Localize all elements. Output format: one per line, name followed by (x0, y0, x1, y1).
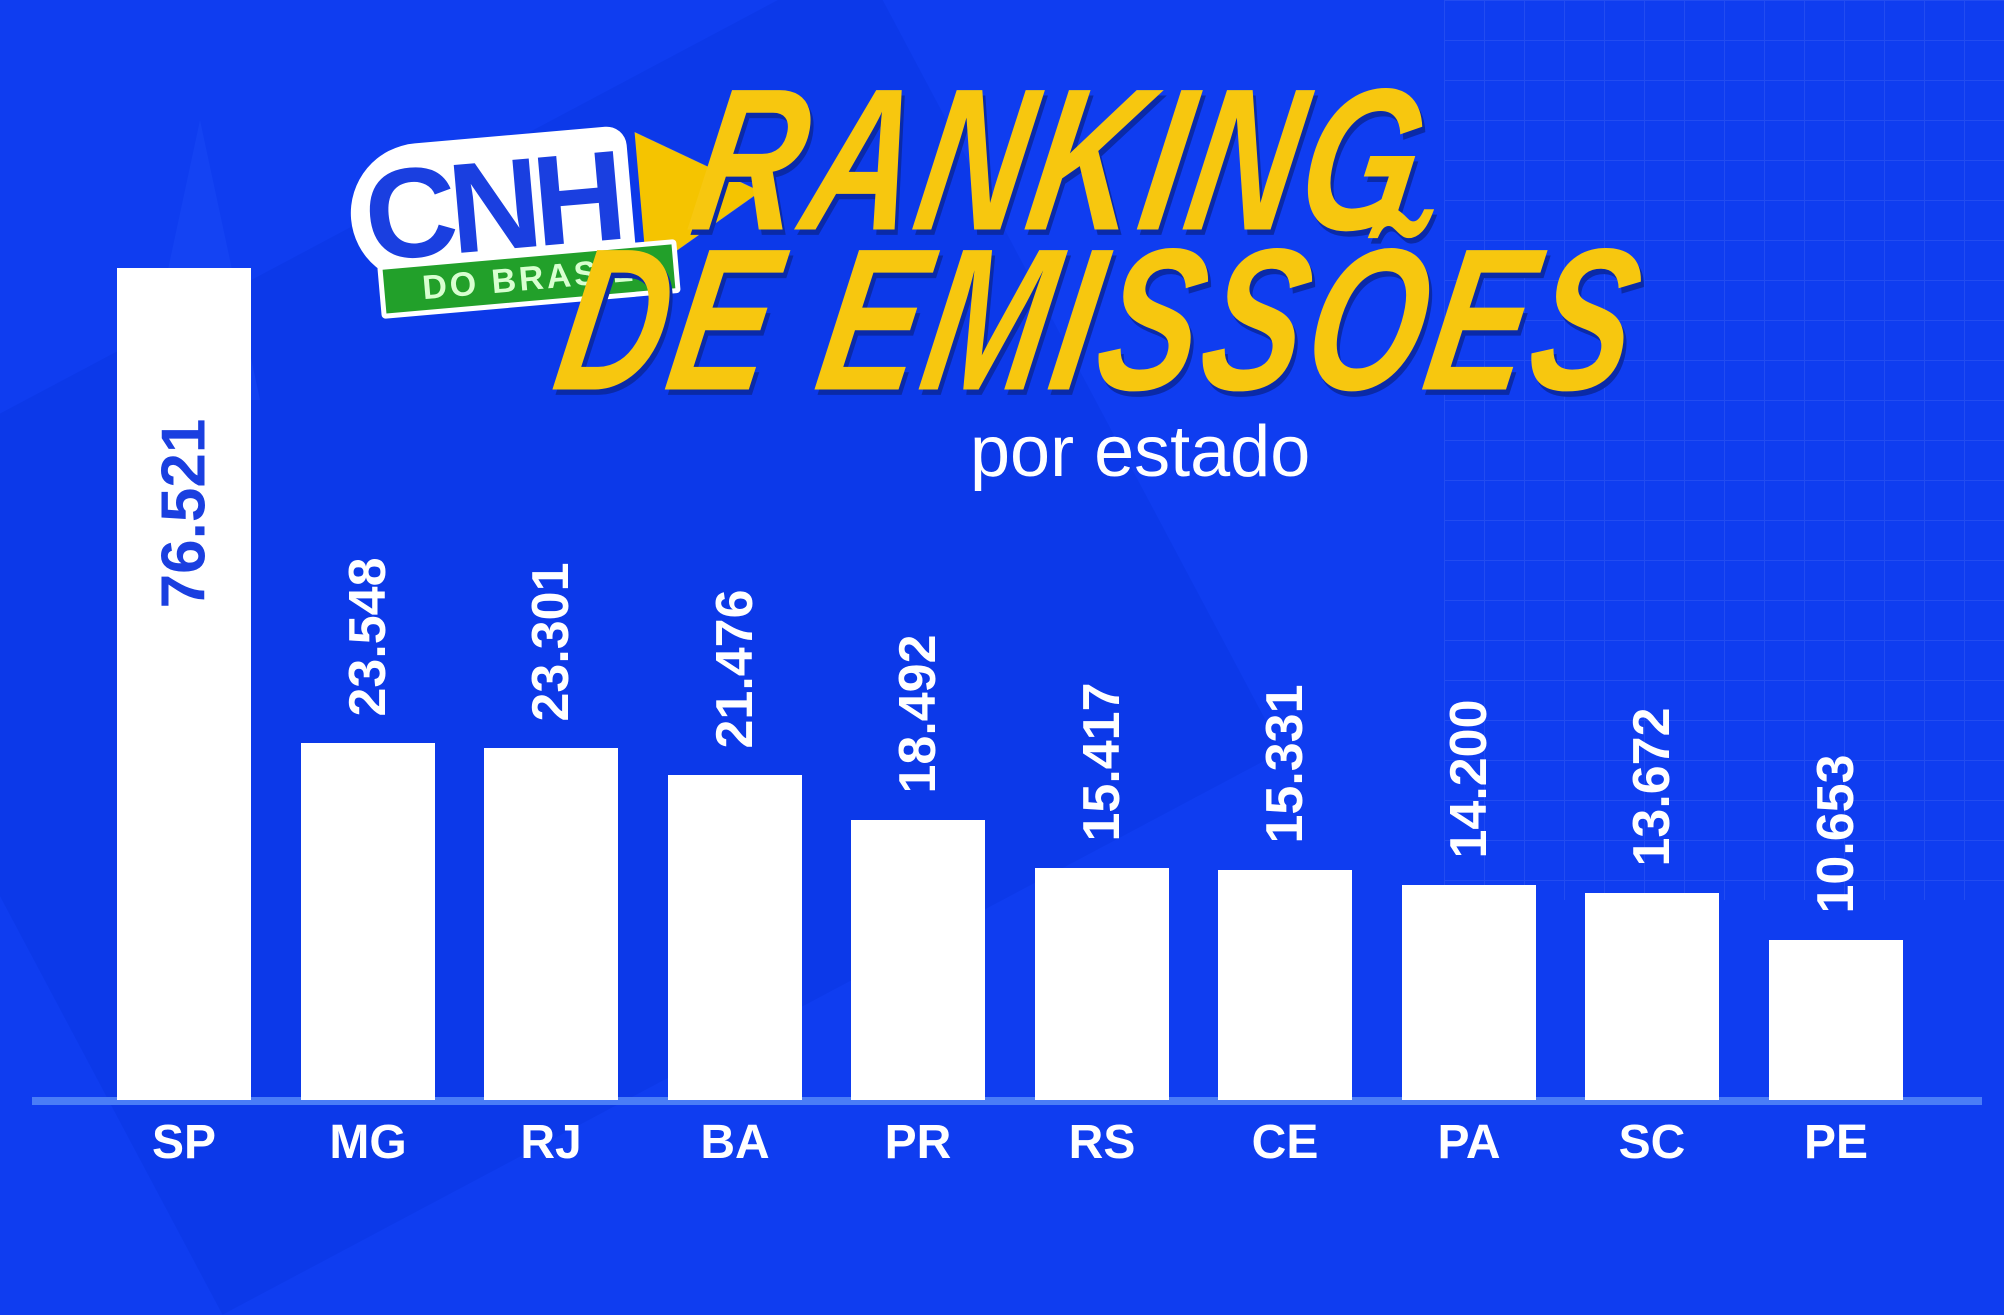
bar-ba: 21.476 (668, 589, 802, 1100)
bar-pa: 14.200 (1402, 699, 1536, 1100)
background-grid (1444, 0, 2004, 900)
bar-value-label: 21.476 (706, 589, 764, 749)
bar-pe: 10.653 (1769, 754, 1903, 1100)
bar-rect (1035, 868, 1169, 1100)
bar-value-label: 13.672 (1623, 707, 1681, 867)
x-axis-label: RS (1068, 1116, 1136, 1169)
x-axis-baseline (32, 1097, 1982, 1105)
bar-ce: 15.331 (1218, 684, 1352, 1100)
x-axis-label: MG (329, 1116, 407, 1169)
bar-sc: 13.672 (1585, 707, 1719, 1100)
bar-pr: 18.492 (851, 634, 985, 1100)
x-axis-label: PR (884, 1116, 952, 1169)
bar-rj: 23.301 (484, 562, 618, 1100)
bar-rect (484, 748, 618, 1100)
bar-rect (1769, 940, 1903, 1100)
bar-value-label: 14.200 (1440, 699, 1498, 859)
bar-rect (1218, 870, 1352, 1100)
bar-value-label: 15.417 (1073, 682, 1131, 842)
bar-rect (117, 268, 251, 1100)
bar-rect (668, 775, 802, 1100)
bar-rect (1402, 885, 1536, 1100)
bar-sp: 76.521 (117, 268, 251, 1100)
bar-rect (301, 743, 435, 1100)
x-axis-label: SP (151, 1116, 217, 1169)
bar-value-label: 18.492 (889, 634, 947, 794)
x-axis-label: CE (1251, 1116, 1319, 1169)
bar-value-label: 76.521 (149, 418, 219, 609)
bar-rs: 15.417 (1035, 682, 1169, 1100)
bar-value-label: 23.548 (339, 557, 397, 717)
x-axis-label: PA (1437, 1116, 1501, 1169)
bar-mg: 23.548 (301, 557, 435, 1100)
bar-value-label: 15.331 (1256, 684, 1314, 844)
bar-value-label: 23.301 (522, 562, 580, 722)
bar-rect (1585, 893, 1719, 1100)
x-axis-label: RJ (520, 1116, 582, 1169)
subtitle: por estado (970, 412, 1311, 492)
x-axis-label: SC (1618, 1116, 1686, 1169)
bar-value-label: 10.653 (1807, 754, 1865, 914)
x-axis-label: PE (1803, 1116, 1869, 1169)
bar-chart: 76.521 SP 23.548 MG 23.301 RJ 21.476 BA 18.492 PR… (32, 268, 1982, 1169)
bar-rect (851, 820, 985, 1100)
x-axis-label: BA (700, 1116, 770, 1169)
